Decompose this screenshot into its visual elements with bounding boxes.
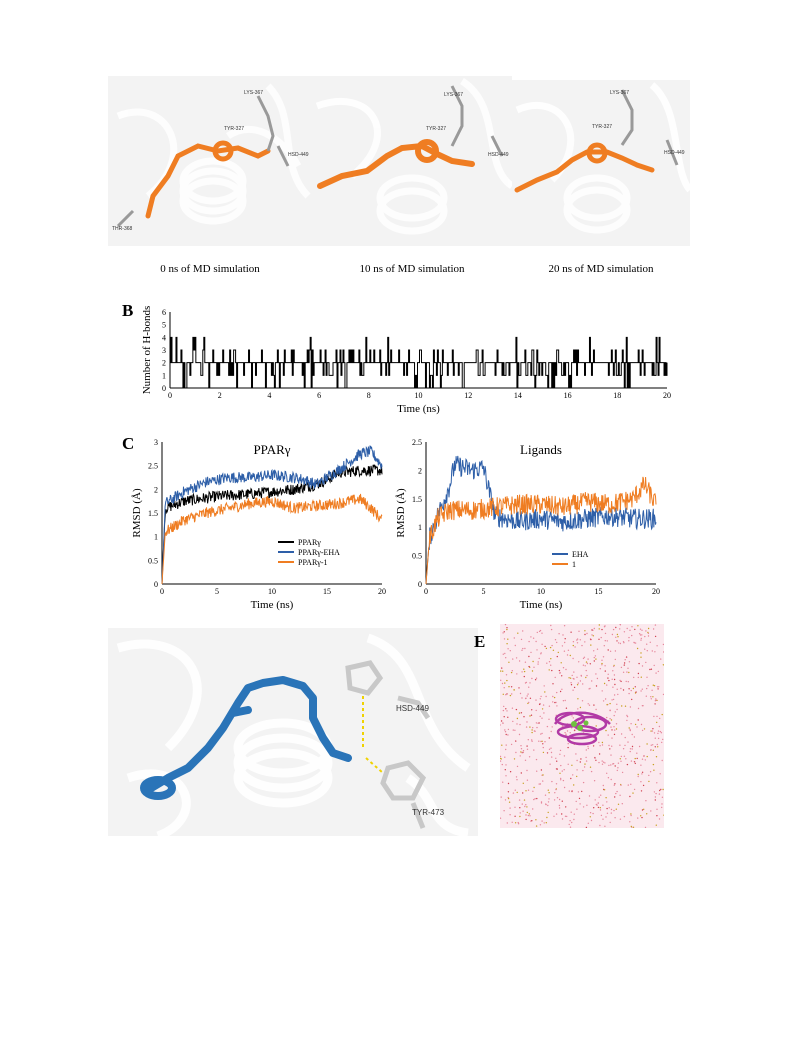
- rmsd-protein-y-tick: 1: [154, 533, 158, 542]
- solvated-system-image: [499, 623, 665, 829]
- rmsd-ligand-chart: 0 5 10 15 20 0 0.5 1 1.5 2 2.5 Ligands Time (ns) RMSD…: [395, 438, 660, 611]
- residue-label: LYS-367: [610, 90, 630, 96]
- rmsd-protein-y-tick: 0: [154, 580, 158, 589]
- rmsd-protein-title: PPARγ: [253, 442, 290, 457]
- rmsd-protein-y-label: RMSD (Å): [131, 488, 143, 538]
- hbond-y-tick: 6: [162, 308, 166, 317]
- hbond-y-label: Number of H-bonds: [141, 306, 153, 395]
- panel-e-letter: E: [474, 632, 486, 651]
- hbond-y-tick: 3: [162, 346, 166, 355]
- residue-label: HSD-449: [488, 152, 509, 158]
- rmsd-protein-y-tick: 0.5: [148, 556, 158, 565]
- rmsd-ligand-x-tick: 20: [652, 587, 660, 596]
- md-snapshot-0ns-drawing: [116, 83, 311, 228]
- hbond-y-tick: 2: [162, 359, 166, 368]
- rmsd-protein-x-tick: 10: [268, 587, 276, 596]
- rmsd-ligand-series-line: [425, 455, 657, 585]
- hbond-y-tick: 4: [162, 333, 166, 342]
- rmsd-ligand-series-line: [425, 476, 657, 585]
- rmsd-ligand-y-tick: 2: [418, 466, 422, 475]
- rmsd-ligand-y-tick: 1.5: [412, 495, 422, 504]
- residue-label-hsd449: HSD-449: [396, 704, 429, 713]
- solvated-system-drawing: [499, 623, 665, 829]
- rmsd-protein-y-tick: 2: [154, 485, 158, 494]
- rmsd-ligand-y-tick: 0.5: [412, 552, 422, 561]
- hbond-y-tick: 0: [162, 384, 166, 393]
- hbond-y-tick: 5: [162, 321, 166, 330]
- hbond-x-tick: 16: [564, 391, 572, 400]
- rmsd-protein-series-line: [161, 445, 383, 585]
- rmsd-protein-x-tick: 5: [215, 587, 219, 596]
- md-snapshot-20ns-drawing: [514, 82, 690, 234]
- hbond-x-tick: 8: [367, 391, 371, 400]
- water-dots: [499, 623, 665, 829]
- hbond-x-tick: 0: [168, 391, 172, 400]
- panel-c-letter: C: [122, 434, 135, 453]
- md-snapshot-10ns-drawing: [315, 78, 512, 235]
- rmsd-protein-series-line: [161, 464, 383, 585]
- rmsd-ligand-title: Ligands: [520, 442, 562, 457]
- binding-pose-image: HSD-449 TYR-473: [108, 628, 478, 836]
- rmsd-protein-legend-label: PPARγ-EHA: [298, 548, 340, 557]
- residue-label: HSD-449: [288, 152, 309, 158]
- md-snapshot-20ns: LYS-367 TYR-327 HSD-449: [512, 80, 690, 246]
- residue-label: THR-368: [112, 226, 133, 232]
- hbond-x-tick: 10: [415, 391, 423, 400]
- rmsd-ligand-legend-label: 1: [572, 560, 576, 569]
- rmsd-ligand-y-tick: 1: [418, 523, 422, 532]
- hbond-x-tick: 18: [613, 391, 621, 400]
- rmsd-protein-chart: 0 5 10 15 20 0 0.5 1 1.5 2 2.5 3 PPARγ Time (ns) RMSD …: [131, 438, 386, 611]
- hbond-x-tick: 14: [514, 391, 522, 400]
- rmsd-ligand-y-tick: 0: [418, 580, 422, 589]
- rmsd-protein-x-tick: 0: [160, 587, 164, 596]
- rmsd-protein-x-tick: 20: [378, 587, 386, 596]
- hbond-x-tick: 20: [663, 391, 671, 400]
- rmsd-ligand-y-tick: 2.5: [412, 438, 422, 447]
- hbond-x-tick: 2: [218, 391, 222, 400]
- rmsd-protein-x-label: Time (ns): [251, 599, 294, 611]
- caption-20ns: 20 ns of MD simulation: [548, 263, 654, 275]
- hbond-x-tick: 6: [317, 391, 321, 400]
- residue-label: LYS-367: [444, 92, 464, 98]
- hbond-x-tick: 12: [464, 391, 472, 400]
- hbond-series-line: [170, 336, 668, 389]
- hbond-x-tick: 4: [267, 391, 271, 400]
- md-snapshot-10ns: LYS-367 TYR-327 HSD-449: [312, 76, 512, 246]
- rmsd-ligand-x-tick: 5: [482, 587, 486, 596]
- caption-0ns: 0 ns of MD simulation: [160, 263, 260, 275]
- hbond-x-label: Time (ns): [397, 403, 440, 415]
- rmsd-ligand-x-tick: 15: [595, 587, 603, 596]
- rmsd-protein-y-tick: 1.5: [148, 509, 158, 518]
- panel-b-letter: B: [122, 301, 134, 320]
- rmsd-protein-legend-label: PPARγ-1: [298, 558, 327, 567]
- rmsd-protein-legend-label: PPARγ: [298, 538, 321, 547]
- rmsd-protein-y-tick: 2.5: [148, 462, 158, 471]
- residue-label: LYS-367: [244, 90, 264, 96]
- rmsd-ligand-x-tick: 0: [424, 587, 428, 596]
- rmsd-ligand-y-label: RMSD (Å): [395, 488, 407, 538]
- binding-pose-drawing: [116, 633, 471, 836]
- rmsd-ligand-x-tick: 10: [537, 587, 545, 596]
- residue-label: TYR-327: [426, 126, 447, 132]
- residue-label: TYR-327: [224, 126, 245, 132]
- caption-10ns: 10 ns of MD simulation: [359, 263, 465, 275]
- rmsd-ligand-x-label: Time (ns): [520, 599, 563, 611]
- residue-label: HSD-449: [664, 150, 685, 156]
- md-snapshot-0ns: LYS-367 TYR-327 HSD-449 THR-368: [108, 76, 312, 246]
- residue-label-tyr473: TYR-473: [412, 808, 445, 817]
- hbond-y-tick: 1: [162, 371, 166, 380]
- rmsd-protein-series-line: [161, 493, 383, 585]
- rmsd-protein-x-tick: 15: [323, 587, 331, 596]
- rmsd-protein-y-tick: 3: [154, 438, 158, 447]
- residue-label: TYR-327: [592, 124, 613, 130]
- rmsd-ligand-legend-label: EHA: [572, 550, 589, 559]
